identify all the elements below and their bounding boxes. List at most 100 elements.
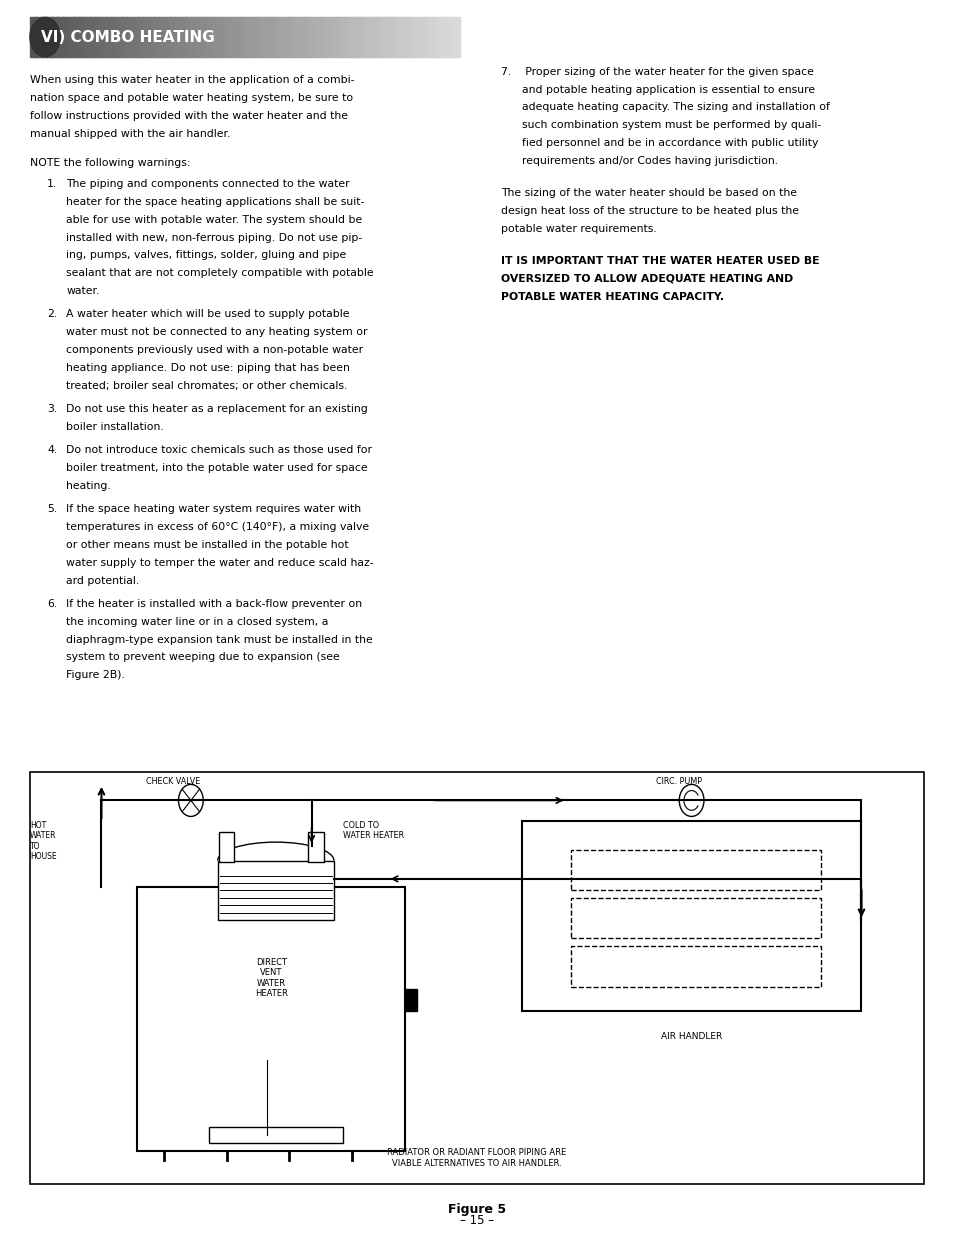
Bar (521, 821, 861, 1011)
Bar (308, 17, 315, 57)
Text: ard potential.: ard potential. (66, 576, 139, 585)
Bar (212, 17, 219, 57)
Bar (329, 17, 336, 57)
Bar (185, 17, 193, 57)
Bar (110, 17, 117, 57)
Bar (571, 850, 821, 890)
Text: temperatures in excess of 60°C (140°F), a mixing valve: temperatures in excess of 60°C (140°F), … (66, 522, 369, 532)
Bar (228, 17, 234, 57)
Bar (260, 17, 267, 57)
Bar (56, 17, 64, 57)
Bar (410, 17, 416, 57)
Bar (244, 17, 251, 57)
Text: treated; broiler seal chromates; or other chemicals.: treated; broiler seal chromates; or othe… (66, 380, 347, 390)
Text: The sizing of the water heater should be based on the: The sizing of the water heater should be… (500, 188, 796, 198)
Text: boiler treatment, into the potable water used for space: boiler treatment, into the potable water… (66, 463, 367, 473)
Text: or other means must be installed in the potable hot: or other means must be installed in the … (66, 540, 349, 550)
Text: nation space and potable water heating system, be sure to: nation space and potable water heating s… (30, 93, 353, 104)
Text: diaphragm-type expansion tank must be installed in the: diaphragm-type expansion tank must be in… (66, 635, 373, 645)
Circle shape (178, 784, 203, 816)
Bar (425, 17, 433, 57)
Bar (46, 17, 53, 57)
Bar (238, 17, 246, 57)
Bar (68, 17, 74, 57)
Bar (314, 17, 320, 57)
Bar (169, 17, 176, 57)
Bar (219, 831, 234, 862)
Bar (179, 17, 187, 57)
Text: 2.: 2. (47, 310, 57, 320)
Bar (415, 17, 422, 57)
Bar (571, 898, 821, 939)
Text: fied personnel and be in accordance with public utility: fied personnel and be in accordance with… (500, 138, 818, 148)
Bar (281, 17, 289, 57)
Text: water must not be connected to any heating system or: water must not be connected to any heati… (66, 327, 367, 337)
Text: water.: water. (66, 287, 99, 296)
Text: potable water requirements.: potable water requirements. (500, 224, 656, 233)
Bar (89, 17, 96, 57)
Bar (137, 17, 144, 57)
Bar (249, 17, 256, 57)
Bar (287, 17, 294, 57)
Bar (148, 17, 154, 57)
Bar (174, 17, 181, 57)
Text: 5.: 5. (47, 504, 57, 514)
Text: VI) COMBO HEATING: VI) COMBO HEATING (41, 30, 214, 44)
Bar (367, 17, 374, 57)
Bar (201, 17, 208, 57)
Bar (51, 17, 58, 57)
Bar (233, 17, 240, 57)
Text: requirements and/or Codes having jurisdiction.: requirements and/or Codes having jurisdi… (500, 156, 777, 165)
Bar (404, 17, 412, 57)
Bar (571, 946, 821, 987)
Text: If the space heating water system requires water with: If the space heating water system requir… (66, 504, 361, 514)
Bar (441, 17, 449, 57)
Bar (217, 17, 224, 57)
Bar (137, 887, 405, 1151)
Text: – 15 –: – 15 – (459, 1214, 494, 1228)
Bar (115, 17, 123, 57)
Bar (394, 17, 400, 57)
Text: DIRECT
VENT
WATER
HEATER: DIRECT VENT WATER HEATER (254, 958, 288, 998)
Bar (308, 831, 323, 862)
Text: such combination system must be performed by quali-: such combination system must be performe… (500, 120, 821, 131)
Bar (105, 17, 112, 57)
Bar (121, 17, 128, 57)
Text: When using this water heater in the application of a combi-: When using this water heater in the appl… (30, 75, 355, 85)
Text: 1.: 1. (47, 179, 57, 189)
Text: system to prevent weeping due to expansion (see: system to prevent weeping due to expansi… (66, 652, 339, 662)
Text: able for use with potable water. The system should be: able for use with potable water. The sys… (66, 215, 362, 225)
Bar (222, 17, 230, 57)
Text: the incoming water line or in a closed system, a: the incoming water line or in a closed s… (66, 616, 328, 626)
Bar (405, 989, 416, 1011)
Text: Do not use this heater as a replacement for an existing: Do not use this heater as a replacement … (66, 404, 368, 414)
Text: sealant that are not completely compatible with potable: sealant that are not completely compatib… (66, 268, 374, 278)
Text: 6.: 6. (47, 599, 57, 609)
Text: adequate heating capacity. The sizing and installation of: adequate heating capacity. The sizing an… (500, 103, 829, 112)
Bar (195, 17, 203, 57)
Text: CHECK VALVE: CHECK VALVE (146, 777, 200, 785)
Bar (447, 17, 454, 57)
Text: AIR HANDLER: AIR HANDLER (660, 1031, 721, 1041)
Bar (431, 17, 438, 57)
Text: The piping and components connected to the water: The piping and components connected to t… (66, 179, 350, 189)
Text: design heat loss of the structure to be heated plus the: design heat loss of the structure to be … (500, 206, 798, 216)
Bar (351, 17, 357, 57)
Bar (41, 17, 48, 57)
Text: POTABLE WATER HEATING CAPACITY.: POTABLE WATER HEATING CAPACITY. (500, 291, 723, 301)
Circle shape (30, 17, 60, 57)
Bar (217, 861, 334, 920)
Text: If the heater is installed with a back-flow preventer on: If the heater is installed with a back-f… (66, 599, 362, 609)
Bar (297, 17, 304, 57)
Text: COLD TO
WATER HEATER: COLD TO WATER HEATER (342, 821, 403, 841)
Bar (209, 1126, 342, 1144)
Text: Figure 5: Figure 5 (448, 1203, 505, 1215)
Text: Figure 2B).: Figure 2B). (66, 671, 125, 680)
Bar (388, 17, 395, 57)
Bar (420, 17, 427, 57)
Bar (377, 17, 385, 57)
Bar (83, 17, 91, 57)
Bar (372, 17, 379, 57)
Bar (335, 17, 342, 57)
Bar (35, 17, 43, 57)
